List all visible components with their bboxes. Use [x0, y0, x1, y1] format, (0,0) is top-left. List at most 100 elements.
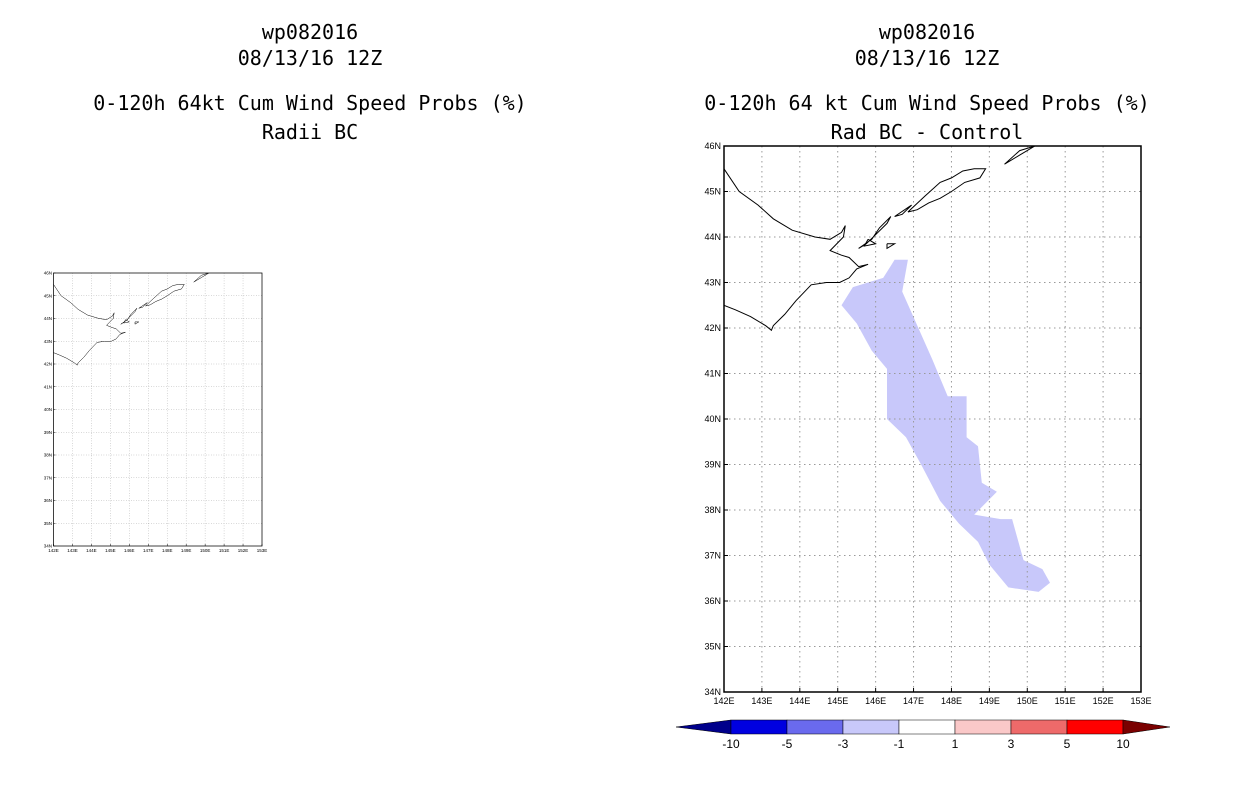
coastline-island-b — [145, 284, 185, 307]
lat-tick-label: 39N — [704, 460, 721, 470]
lon-tick-label: 148E — [162, 548, 173, 553]
colorbar-swatch — [1066, 719, 1124, 735]
lat-tick-label: 44N — [704, 232, 721, 242]
colorbar-label: -1 — [894, 737, 905, 751]
coastline-island-c — [863, 238, 877, 247]
colorbar-label: 3 — [1008, 737, 1015, 751]
left-panel-subtitle: Radii BC — [261, 120, 359, 144]
lat-tick-label: 40N — [44, 407, 52, 412]
lon-tick-label: 145E — [827, 696, 848, 706]
lat-tick-label: 42N — [44, 362, 52, 367]
lat-tick-label: 41N — [704, 369, 721, 379]
coastline-island-c — [123, 319, 130, 324]
lat-tick-label: 37N — [44, 475, 52, 480]
colorbar: -10 -5 -3 -1 1 3 5 10 — [675, 719, 1171, 751]
coastline-island-e — [894, 204, 912, 217]
colorbar-swatch — [730, 719, 788, 735]
left-panel-title: 0-120h 64kt Cum Wind Speed Probs (%) — [93, 91, 527, 115]
colorbar-swatch — [786, 719, 844, 735]
coastline-island-f — [1004, 146, 1036, 165]
coastline-island-b — [907, 168, 987, 213]
lat-tick-label: 36N — [44, 498, 52, 503]
right-panel-name: wp082016 — [878, 20, 976, 44]
lon-tick-label: 143E — [751, 696, 772, 706]
lat-tick-label: 44N — [44, 316, 52, 321]
lon-tick-label: 152E — [238, 548, 249, 553]
lon-tick-label: 145E — [105, 548, 116, 553]
lat-tick-label: 39N — [44, 430, 52, 435]
colorbar-label: -3 — [838, 737, 849, 751]
axis-ticks: 142E 143E 144E 145E 146E 147E 148E 149E 150E 151E… — [704, 141, 1151, 706]
lat-tick-label: 38N — [704, 505, 721, 515]
lon-tick-label: 142E — [713, 696, 734, 706]
coastline-island-e — [138, 302, 148, 309]
lon-tick-label: 151E — [1055, 696, 1076, 706]
coastline-hokkaido-east — [724, 168, 869, 332]
lon-tick-label: 149E — [181, 548, 192, 553]
colorbar-label: 5 — [1064, 737, 1071, 751]
coastline-island-d — [134, 321, 140, 325]
coastline — [53, 273, 210, 366]
lat-tick-label: 45N — [704, 187, 721, 197]
colorbar-label: -5 — [782, 737, 793, 751]
colorbar-max-arrow — [1122, 719, 1171, 735]
lon-tick-label: 150E — [200, 548, 211, 553]
coastline-island-f — [193, 273, 210, 283]
colorbar-swatch — [1010, 719, 1068, 735]
lat-tick-label: 46N — [44, 271, 52, 276]
left-panel-name: wp082016 — [261, 20, 359, 44]
colorbar-label: 10 — [1116, 737, 1130, 751]
coastline-island-a — [858, 216, 892, 249]
lat-tick-label: 40N — [704, 414, 721, 424]
lat-tick-label: 41N — [44, 384, 52, 389]
probability-polygon — [841, 259, 1050, 592]
right-panel-datetime: 08/13/16 12Z — [854, 46, 1000, 70]
lat-tick-label: 36N — [704, 596, 721, 606]
map-grid — [53, 273, 262, 546]
coastline-island-a — [120, 308, 138, 325]
lon-tick-label: 146E — [865, 696, 886, 706]
axis-ticks: 142E 143E 144E 145E 146E 147E 148E 149E 150E 151E… — [44, 271, 268, 554]
lat-tick-label: 37N — [704, 551, 721, 561]
colorbar-swatch — [898, 719, 956, 735]
right-panel-title: 0-120h 64 kt Cum Wind Speed Probs (%) — [704, 91, 1150, 115]
lon-tick-label: 151E — [219, 548, 230, 553]
lon-tick-label: 153E — [1130, 696, 1151, 706]
coastline — [724, 146, 1036, 332]
right-panel-subtitle: Rad BC - Control — [830, 120, 1024, 144]
lon-tick-label: 144E — [789, 696, 810, 706]
lat-tick-label: 34N — [704, 687, 721, 697]
coastline-hokkaido-east — [53, 284, 126, 366]
lon-tick-label: 150E — [1017, 696, 1038, 706]
colorbar-label: 1 — [952, 737, 959, 751]
colorbar-swatch — [842, 719, 900, 735]
lon-tick-label: 142E — [48, 548, 59, 553]
colorbar-label: -10 — [722, 737, 740, 751]
left-panel-datetime: 08/13/16 12Z — [237, 46, 383, 70]
probability-region — [841, 259, 1050, 592]
lon-tick-label: 144E — [86, 548, 97, 553]
lon-tick-label: 149E — [979, 696, 1000, 706]
lon-tick-label: 143E — [67, 548, 78, 553]
lon-tick-label: 146E — [124, 548, 135, 553]
lat-tick-label: 42N — [704, 323, 721, 333]
lat-tick-label: 45N — [44, 293, 52, 298]
coastline-island-d — [886, 243, 897, 250]
lon-tick-label: 148E — [941, 696, 962, 706]
lon-tick-label: 147E — [903, 696, 924, 706]
lat-tick-label: 46N — [704, 141, 721, 151]
colorbar-swatch — [954, 719, 1012, 735]
lat-tick-label: 43N — [44, 339, 52, 344]
lat-tick-label: 43N — [704, 278, 721, 288]
lon-tick-label: 152E — [1093, 696, 1114, 706]
lat-tick-label: 35N — [704, 642, 721, 652]
left-map: 142E 143E 144E 145E 146E 147E 148E 149E 150E 151E… — [44, 271, 268, 554]
lon-tick-label: 153E — [257, 548, 268, 553]
lat-tick-label: 34N — [44, 544, 52, 549]
colorbar-min-arrow — [675, 719, 732, 735]
map-grid — [724, 146, 1141, 692]
lon-tick-label: 147E — [143, 548, 154, 553]
lat-tick-label: 38N — [44, 453, 52, 458]
lat-tick-label: 35N — [44, 521, 52, 526]
